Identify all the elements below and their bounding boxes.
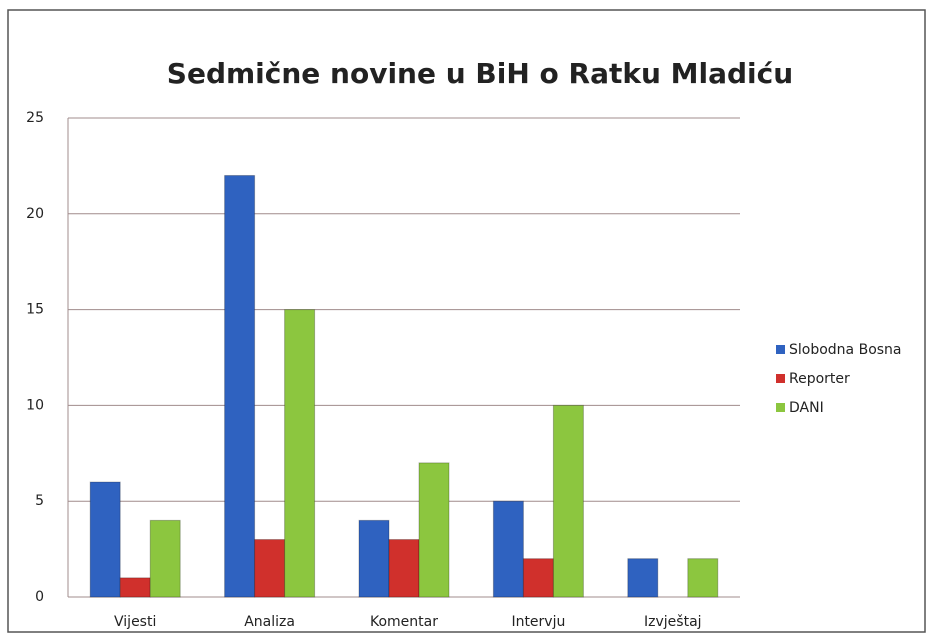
x-tick-label: Intervju [511,614,565,630]
bar [418,462,450,598]
x-tick-label: Izvještaj [644,614,702,630]
bar [687,558,719,598]
chart-title: Sedmične novine u BiH o Ratku Mladiću [167,57,793,90]
legend-swatch [776,403,785,412]
y-tick-label: 25 [26,110,44,126]
legend-label: Reporter [789,371,850,387]
x-tick-label: Analiza [244,614,295,630]
bar [284,309,316,598]
chart-frame [7,9,926,633]
bar [627,558,659,598]
x-tick-label: Vijesti [114,614,156,630]
bar [358,519,390,598]
bar [149,519,181,598]
y-tick-label: 0 [35,589,44,605]
y-tick-label: 15 [26,302,44,318]
bar [89,481,121,598]
y-tick-label: 20 [26,206,44,222]
legend-swatch [776,374,785,383]
bar [552,404,584,598]
bar [522,558,554,598]
bar [492,500,524,598]
x-tick-label: Komentar [370,614,438,630]
legend-label: DANI [789,400,824,416]
bar [388,539,420,598]
bar [119,577,151,598]
legend-swatch [776,345,785,354]
y-tick-label: 10 [26,397,44,413]
bar [254,539,286,598]
y-tick-label: 5 [35,493,44,509]
bar [224,174,256,598]
legend-label: Slobodna Bosna [789,342,902,358]
